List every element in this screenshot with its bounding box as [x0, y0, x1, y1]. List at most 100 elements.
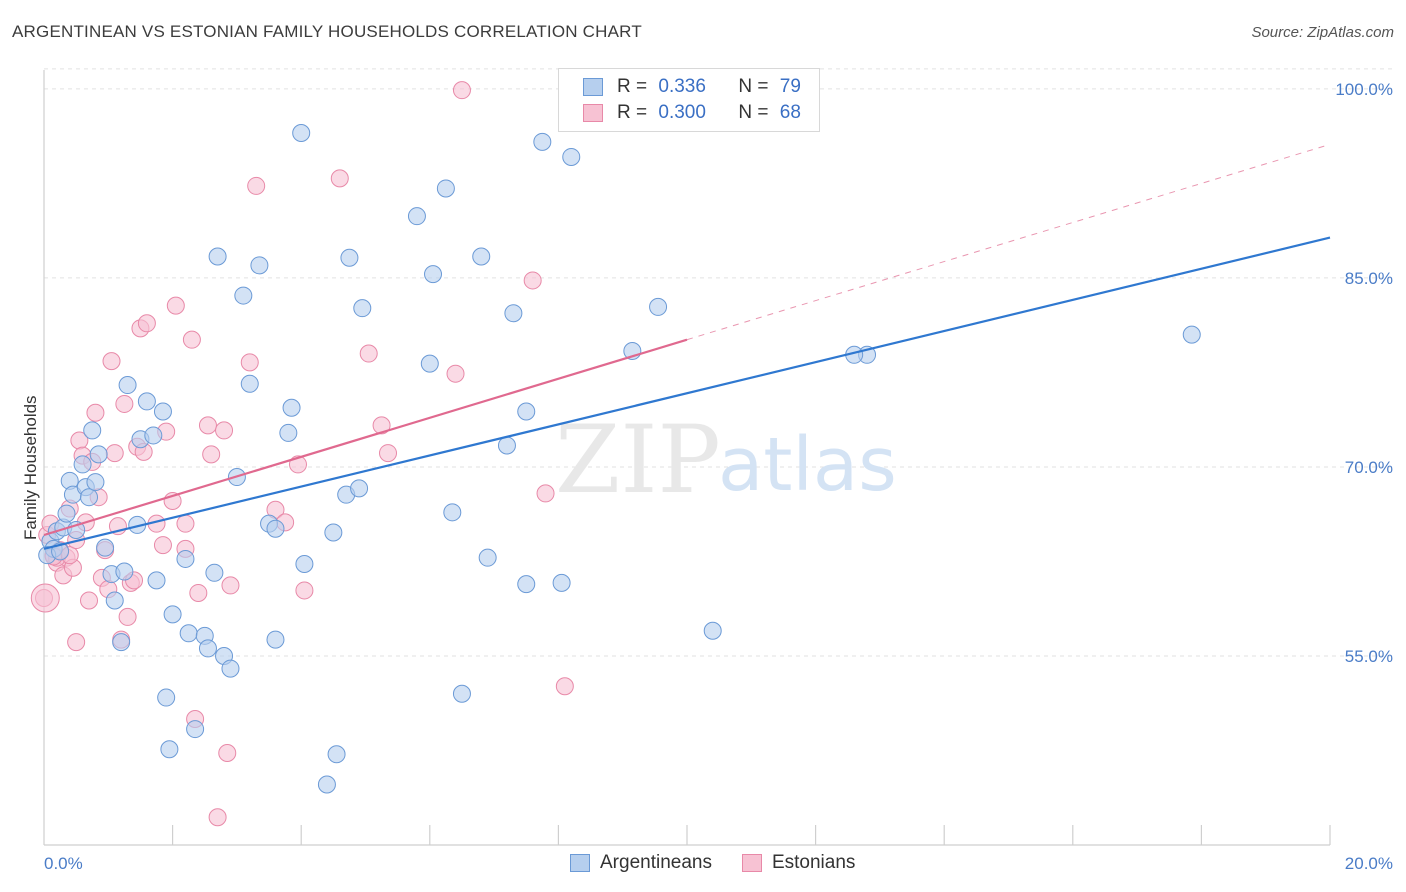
- point-estonian: [379, 444, 398, 463]
- point-estonian: [240, 353, 259, 372]
- point-argentinean: [163, 605, 182, 624]
- point-argentinean: [73, 455, 92, 474]
- point-estonian: [86, 403, 105, 422]
- point-estonian: [247, 176, 266, 195]
- point-argentinean: [317, 775, 336, 794]
- point-estonian: [189, 583, 208, 602]
- point-argentinean: [407, 207, 426, 226]
- point-argentinean: [83, 421, 102, 440]
- y-tick-label: 70.0%: [1345, 458, 1393, 477]
- point-argentinean: [517, 575, 536, 594]
- point-estonian: [115, 394, 134, 413]
- point-argentinean: [703, 621, 722, 640]
- legend-label-estonians: Estonians: [771, 852, 856, 873]
- legend-row-estonians: R = 0.300 N = 68: [583, 101, 801, 125]
- point-argentinean: [533, 132, 552, 151]
- y-tick-label: 85.0%: [1345, 269, 1393, 288]
- point-argentinean: [295, 554, 314, 573]
- legend-n-label: N =: [738, 76, 769, 97]
- point-argentinean: [552, 573, 571, 592]
- point-argentinean: [221, 659, 240, 678]
- point-argentinean: [250, 256, 269, 275]
- point-estonian: [118, 607, 137, 626]
- point-argentinean: [478, 548, 497, 567]
- point-estonian: [555, 677, 574, 696]
- point-estonian: [202, 445, 221, 464]
- legend-swatch-pink: [741, 854, 762, 872]
- point-argentinean: [436, 179, 455, 198]
- point-argentinean: [179, 624, 198, 643]
- point-argentinean: [266, 519, 285, 538]
- point-argentinean: [649, 297, 668, 316]
- point-argentinean: [105, 591, 124, 610]
- y-tick-label: 55.0%: [1345, 647, 1393, 666]
- point-argentinean: [240, 374, 259, 393]
- point-estonian: [218, 744, 237, 763]
- legend-n-label: N =: [738, 102, 769, 123]
- point-estonian: [198, 416, 217, 435]
- point-estonian: [137, 314, 156, 333]
- point-argentinean: [517, 402, 536, 421]
- point-estonian: [208, 808, 227, 827]
- x-tick-label-min: 0.0%: [44, 854, 83, 873]
- point-argentinean: [562, 147, 581, 166]
- point-argentinean: [80, 488, 99, 507]
- point-estonian: [330, 169, 349, 188]
- point-argentinean: [115, 562, 134, 581]
- legend-n-value: 68: [779, 102, 801, 123]
- watermark-atlas: atlas: [718, 422, 897, 508]
- watermark-zip: ZIP: [555, 406, 721, 515]
- point-argentinean: [340, 248, 359, 267]
- legend-r-value: 0.336: [658, 76, 706, 97]
- point-argentinean: [292, 124, 311, 143]
- point-argentinean: [205, 563, 224, 582]
- legend-swatch-blue: [570, 854, 590, 872]
- series-argentineans: [38, 124, 1201, 794]
- legend-row-argentineans: R = 0.336 N = 79: [583, 75, 801, 99]
- legend-swatch-pink: [583, 104, 603, 122]
- watermark: ZIP atlas: [555, 406, 897, 515]
- point-estonian: [67, 633, 86, 652]
- point-argentinean: [89, 445, 108, 464]
- bottom-legend: Argentineans Estonians: [570, 852, 855, 874]
- point-estonian: [176, 514, 195, 533]
- point-argentinean: [504, 304, 523, 323]
- point-estonian: [215, 421, 234, 440]
- point-argentinean: [1182, 325, 1201, 344]
- point-estonian: [80, 591, 99, 610]
- legend-r-label: R =: [617, 102, 648, 123]
- point-estonian: [166, 296, 185, 315]
- point-argentinean: [327, 745, 346, 764]
- point-argentinean: [137, 392, 156, 411]
- point-argentinean: [497, 436, 516, 455]
- point-estonian: [102, 352, 121, 371]
- point-estonian: [536, 484, 555, 503]
- point-argentinean: [86, 473, 105, 492]
- point-estonian-large: [30, 583, 60, 613]
- point-argentinean: [452, 684, 471, 703]
- point-argentinean: [112, 633, 131, 652]
- point-argentinean: [160, 740, 179, 759]
- point-estonian: [182, 330, 201, 349]
- series-estonians: [30, 81, 574, 827]
- trendline-argentineans: [43, 236, 1331, 550]
- point-estonian: [446, 364, 465, 383]
- point-argentinean: [279, 423, 298, 442]
- point-argentinean: [198, 639, 217, 658]
- point-argentinean: [144, 426, 163, 445]
- point-argentinean: [153, 402, 172, 421]
- y-tick-label: 100.0%: [1335, 80, 1393, 99]
- trendline-estonians: [43, 338, 688, 537]
- legend-r-value: 0.300: [658, 102, 706, 123]
- trendline-estonians-extension: [686, 143, 1331, 341]
- point-argentinean: [324, 523, 343, 542]
- legend-n-value: 79: [779, 76, 801, 97]
- legend-r-label: R =: [617, 76, 648, 97]
- point-estonian: [221, 576, 240, 595]
- point-argentinean: [208, 247, 227, 266]
- point-estonian: [295, 581, 314, 600]
- y-axis-label: Family Households: [21, 395, 40, 540]
- trend-lines: [43, 143, 1331, 550]
- axes: [43, 70, 1331, 846]
